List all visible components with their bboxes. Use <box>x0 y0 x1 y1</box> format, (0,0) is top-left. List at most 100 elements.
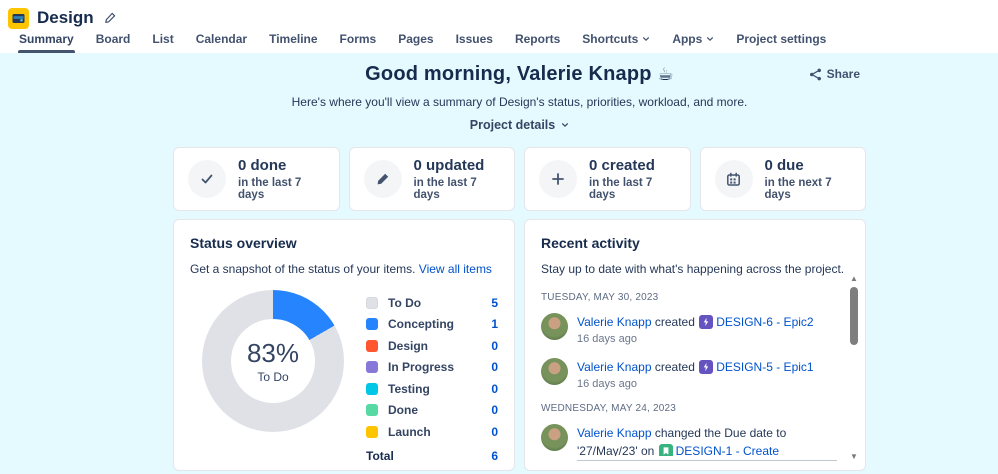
legend-count-link[interactable]: 0 <box>491 424 498 439</box>
project-details-button[interactable]: Project details <box>470 118 569 132</box>
summary-content: Share Good morning, Valerie Knapp ☕ Here… <box>0 53 998 474</box>
panels-row: Status overview Get a snapshot of the st… <box>173 219 866 471</box>
legend-count-link[interactable]: 1 <box>491 317 498 332</box>
list-divider <box>577 460 837 461</box>
legend-swatch <box>366 318 378 331</box>
check-icon <box>188 160 226 198</box>
project-avatar-icon <box>8 7 29 29</box>
stat-title: 0 due <box>764 157 804 174</box>
status-overview-description: Get a snapshot of the status of your ite… <box>190 262 492 276</box>
activity-date-header: TUESDAY, MAY 30, 2023 <box>541 292 659 303</box>
scroll-down-icon[interactable]: ▼ <box>850 452 858 461</box>
activity-time: 16 days ago <box>577 378 637 390</box>
stat-card-due[interactable]: 0 due in the next 7 days <box>699 147 866 211</box>
tab-board[interactable]: Board <box>95 32 131 46</box>
tab-summary[interactable]: Summary <box>8 32 85 53</box>
stat-card-updated[interactable]: 0 updated in the last 7 days <box>348 147 515 211</box>
tab-calendar[interactable]: Calendar <box>195 32 248 46</box>
legend-count-link[interactable]: 5 <box>491 295 498 310</box>
stat-subtitle: in the last 7 days <box>589 177 653 201</box>
tab-shortcuts[interactable]: Shortcuts <box>571 32 661 53</box>
tab-forms[interactable]: Forms <box>339 32 377 46</box>
tab-list[interactable]: List <box>152 32 174 46</box>
user-avatar[interactable] <box>541 424 568 451</box>
legend-swatch <box>366 382 378 395</box>
pencil-icon <box>363 160 402 198</box>
issue-link[interactable]: DESIGN-5 - Epic1 <box>716 360 814 374</box>
greeting-heading: Good morning, Valerie Knapp ☕ <box>365 63 674 85</box>
recent-activity-description: Stay up to date with what's happening ac… <box>541 262 845 276</box>
project-nav: Summary Board List Calendar Timeline For… <box>0 30 998 53</box>
actor-link[interactable]: Valerie Knapp <box>577 360 652 374</box>
activity-item: Valerie Knapp changed the Due date to '2… <box>541 424 825 456</box>
stat-title: 0 done <box>238 157 287 174</box>
stat-card-done[interactable]: 0 done in the last 7 days <box>173 147 340 211</box>
legend-count-link[interactable]: 0 <box>491 403 498 418</box>
issue-link[interactable]: DESIGN-1 - Create prototype for new vide… <box>675 444 779 456</box>
legend-swatch <box>366 425 378 438</box>
donut-center-value: 83% <box>246 338 300 368</box>
issue-link[interactable]: DESIGN-6 - Epic2 <box>716 315 814 329</box>
actor-link[interactable]: Valerie Knapp <box>577 315 652 329</box>
legend-count-link[interactable]: 0 <box>491 338 498 353</box>
actor-link[interactable]: Valerie Knapp <box>577 426 652 440</box>
legend-item: Done 0 <box>366 400 498 422</box>
legend-total-row: Total 6 <box>366 448 498 463</box>
activity-item: Valerie Knapp created DESIGN-6 - Epic2 1… <box>541 313 825 345</box>
share-label: Share <box>826 67 860 81</box>
share-button[interactable]: Share <box>809 67 860 81</box>
stat-title: 0 updated <box>413 157 485 174</box>
chevron-down-icon <box>643 37 650 41</box>
legend-item: Testing 0 <box>366 378 498 400</box>
chevron-down-icon <box>707 37 714 41</box>
stat-subtitle: in the last 7 days <box>238 177 302 201</box>
project-title: Design <box>37 8 94 27</box>
chevron-down-icon <box>562 123 569 127</box>
tab-pages[interactable]: Pages <box>398 32 434 46</box>
legend-swatch <box>366 339 378 352</box>
legend-swatch <box>366 296 378 309</box>
legend-item: Design 0 <box>366 335 498 357</box>
legend-count-link[interactable]: 0 <box>491 360 498 375</box>
scroll-up-icon[interactable]: ▲ <box>850 274 858 283</box>
legend-swatch <box>366 404 378 417</box>
recent-activity-panel: Recent activity Stay up to date with wha… <box>524 219 866 471</box>
status-overview-panel: Status overview Get a snapshot of the st… <box>173 219 515 471</box>
scrollbar-thumb[interactable] <box>850 287 858 345</box>
tab-apps[interactable]: Apps <box>661 32 725 53</box>
stat-card-created[interactable]: 0 created in the last 7 days <box>524 147 691 211</box>
legend-item: Launch 0 <box>366 421 498 443</box>
stat-subtitle: in the last 7 days <box>413 177 477 201</box>
tab-timeline[interactable]: Timeline <box>269 32 318 46</box>
plus-icon <box>539 160 577 198</box>
edit-project-icon[interactable] <box>104 12 116 24</box>
donut-center: 83% To Do <box>231 319 315 403</box>
status-chart: 83% To Do To Do 5 Concepting <box>190 290 498 463</box>
activity-scrollbar[interactable]: ▲ ▼ <box>848 274 860 462</box>
total-count-link[interactable]: 6 <box>491 448 498 463</box>
status-overview-title: Status overview <box>190 235 297 251</box>
donut-center-label: To Do <box>257 370 289 384</box>
legend-item: In Progress 0 <box>366 357 498 379</box>
legend-swatch <box>366 361 378 374</box>
activity-item: Valerie Knapp created DESIGN-5 - Epic1 1… <box>541 358 825 390</box>
epic-icon <box>699 359 714 374</box>
user-avatar[interactable] <box>541 358 568 385</box>
tab-issues[interactable]: Issues <box>455 32 493 46</box>
teacup-emoji: ☕ <box>657 64 674 84</box>
legend-item: Concepting 1 <box>366 314 498 336</box>
share-icon <box>809 68 821 80</box>
tab-reports[interactable]: Reports <box>514 32 561 46</box>
tab-project-settings[interactable]: Project settings <box>736 32 827 46</box>
view-all-items-link[interactable]: View all items <box>418 262 492 276</box>
legend-item: To Do 5 <box>366 292 498 314</box>
epic-icon <box>699 314 714 329</box>
user-avatar[interactable] <box>541 313 568 340</box>
story-icon <box>658 443 673 456</box>
donut-chart: 83% To Do <box>202 290 344 432</box>
stat-title: 0 created <box>589 157 655 174</box>
stat-subtitle: in the next 7 days <box>764 177 832 201</box>
legend-count-link[interactable]: 0 <box>491 381 498 396</box>
hero-section: Share Good morning, Valerie Knapp ☕ Here… <box>173 63 866 134</box>
app-header: Design <box>0 0 998 30</box>
